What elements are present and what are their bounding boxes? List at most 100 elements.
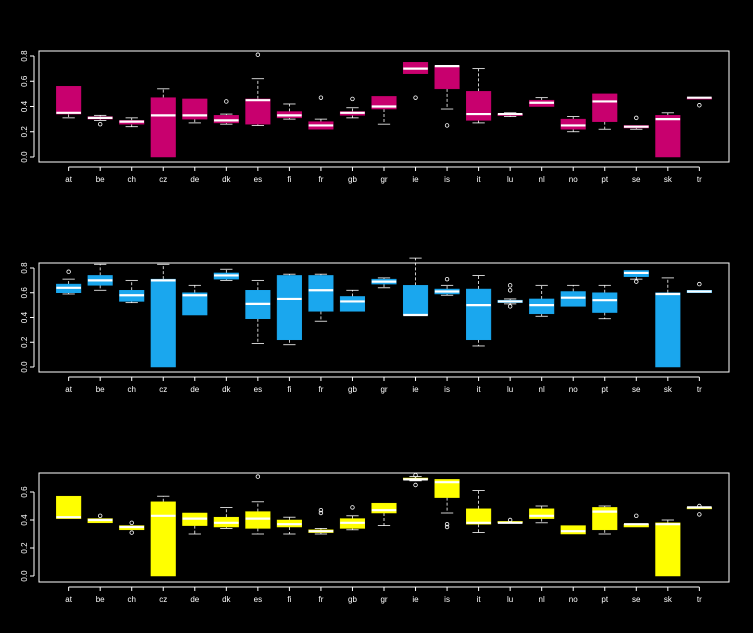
outlier-point bbox=[507, 283, 513, 288]
outlier-point bbox=[318, 508, 324, 513]
outlier-point bbox=[318, 510, 324, 516]
box-dk bbox=[213, 99, 239, 125]
x-tick-label: ie bbox=[412, 385, 419, 394]
box-se bbox=[623, 270, 649, 284]
box-se bbox=[623, 513, 649, 528]
x-tick-label: gb bbox=[348, 385, 357, 394]
box-at bbox=[56, 495, 82, 519]
outlier-point bbox=[697, 512, 702, 517]
panel-1: 0.0 0.2 0.4 0.6 0.8 at be ch cz de dk es fi fr gb gr ie i… bbox=[20, 50, 730, 184]
x-tick-label: it bbox=[477, 385, 482, 394]
x-tick-label: lu bbox=[507, 385, 513, 394]
outlier-point bbox=[697, 281, 702, 287]
box-body bbox=[150, 278, 176, 368]
x-tick-label: ch bbox=[127, 385, 135, 394]
box-body bbox=[56, 86, 82, 115]
outlier-point bbox=[129, 520, 134, 525]
x-tick-label: cz bbox=[159, 175, 167, 184]
outlier-point bbox=[350, 96, 355, 102]
x-tick-label: tr bbox=[697, 595, 702, 604]
outlier-point bbox=[444, 524, 450, 530]
x-tick-label: es bbox=[254, 385, 262, 394]
box-body bbox=[213, 115, 239, 124]
x-tick-label: dk bbox=[222, 175, 231, 184]
x-tick-label: es bbox=[254, 595, 262, 604]
outlier-point bbox=[318, 95, 324, 100]
x-tick-label: pt bbox=[601, 175, 608, 184]
x-tick-label: no bbox=[569, 385, 578, 394]
box-nl bbox=[529, 505, 555, 524]
box-body bbox=[592, 292, 618, 313]
outlier-point bbox=[507, 517, 513, 523]
x-tick-label: gr bbox=[380, 385, 387, 394]
box-fi bbox=[276, 103, 302, 120]
box-fr bbox=[308, 508, 334, 535]
box-is bbox=[434, 479, 460, 530]
box-body bbox=[182, 292, 208, 316]
x-tick-label: fi bbox=[287, 385, 291, 394]
box-it bbox=[466, 275, 492, 347]
x-tick-label: no bbox=[569, 595, 578, 604]
box-body bbox=[466, 288, 492, 341]
outlier-point bbox=[97, 121, 103, 127]
box-nl bbox=[529, 97, 555, 107]
box-body bbox=[245, 98, 271, 125]
box-body bbox=[466, 508, 492, 525]
box-nl bbox=[529, 284, 555, 317]
x-tick-label: fi bbox=[287, 595, 291, 604]
box-body bbox=[150, 501, 176, 577]
plot-frame bbox=[38, 50, 730, 163]
y-tick-label: 0.0 bbox=[20, 361, 29, 373]
outlier-point bbox=[634, 279, 639, 284]
box-it bbox=[466, 490, 492, 533]
outlier-point bbox=[634, 513, 639, 518]
plot-frame bbox=[38, 262, 730, 373]
box-body bbox=[560, 291, 586, 307]
x-tick-label: be bbox=[96, 595, 105, 604]
box-se bbox=[623, 115, 649, 130]
box-es bbox=[245, 52, 271, 126]
box-fr bbox=[308, 273, 334, 322]
panel-2: 0.0 0.2 0.4 0.6 0.8 at be ch cz de dk es fi fr gb gr ie i… bbox=[20, 257, 730, 394]
x-tick-label: es bbox=[254, 175, 262, 184]
box-body bbox=[655, 522, 681, 577]
box-lu bbox=[497, 112, 523, 117]
x-tick-label: de bbox=[190, 385, 199, 394]
box-body bbox=[182, 98, 208, 120]
box-body bbox=[592, 507, 618, 531]
box-body bbox=[655, 115, 681, 158]
box-tr bbox=[686, 96, 712, 108]
box-cz bbox=[150, 495, 176, 577]
x-tick-label: tr bbox=[697, 385, 702, 394]
x-tick-label: de bbox=[190, 595, 199, 604]
x-tick-label: nl bbox=[539, 385, 545, 394]
box-at bbox=[56, 269, 82, 295]
box-is bbox=[434, 64, 460, 128]
box-ie bbox=[402, 62, 429, 100]
outlier-point bbox=[350, 505, 355, 510]
box-sk bbox=[655, 277, 681, 368]
box-body bbox=[434, 479, 460, 498]
x-tick-label: gb bbox=[348, 175, 357, 184]
box-body bbox=[529, 508, 555, 519]
outlier-point bbox=[66, 269, 71, 274]
x-tick-label: pt bbox=[601, 385, 608, 394]
box-fi bbox=[276, 516, 302, 535]
x-tick-label: sk bbox=[664, 175, 673, 184]
x-tick-label: it bbox=[477, 175, 482, 184]
x-tick-label: at bbox=[65, 385, 72, 394]
x-tick-label: fi bbox=[287, 175, 291, 184]
x-tick-label: dk bbox=[222, 385, 231, 394]
x-tick-label: gb bbox=[348, 595, 357, 604]
x-tick-label: se bbox=[632, 385, 641, 394]
box-tr bbox=[686, 281, 712, 293]
box-ie bbox=[402, 257, 429, 317]
x-tick-label: is bbox=[444, 385, 450, 394]
box-no bbox=[560, 284, 586, 307]
outlier-point bbox=[97, 513, 103, 518]
outlier-point bbox=[697, 103, 702, 108]
box-gr bbox=[371, 502, 397, 526]
box-gb bbox=[339, 96, 366, 119]
outlier-point bbox=[255, 474, 261, 479]
x-tick-label: cz bbox=[159, 385, 167, 394]
